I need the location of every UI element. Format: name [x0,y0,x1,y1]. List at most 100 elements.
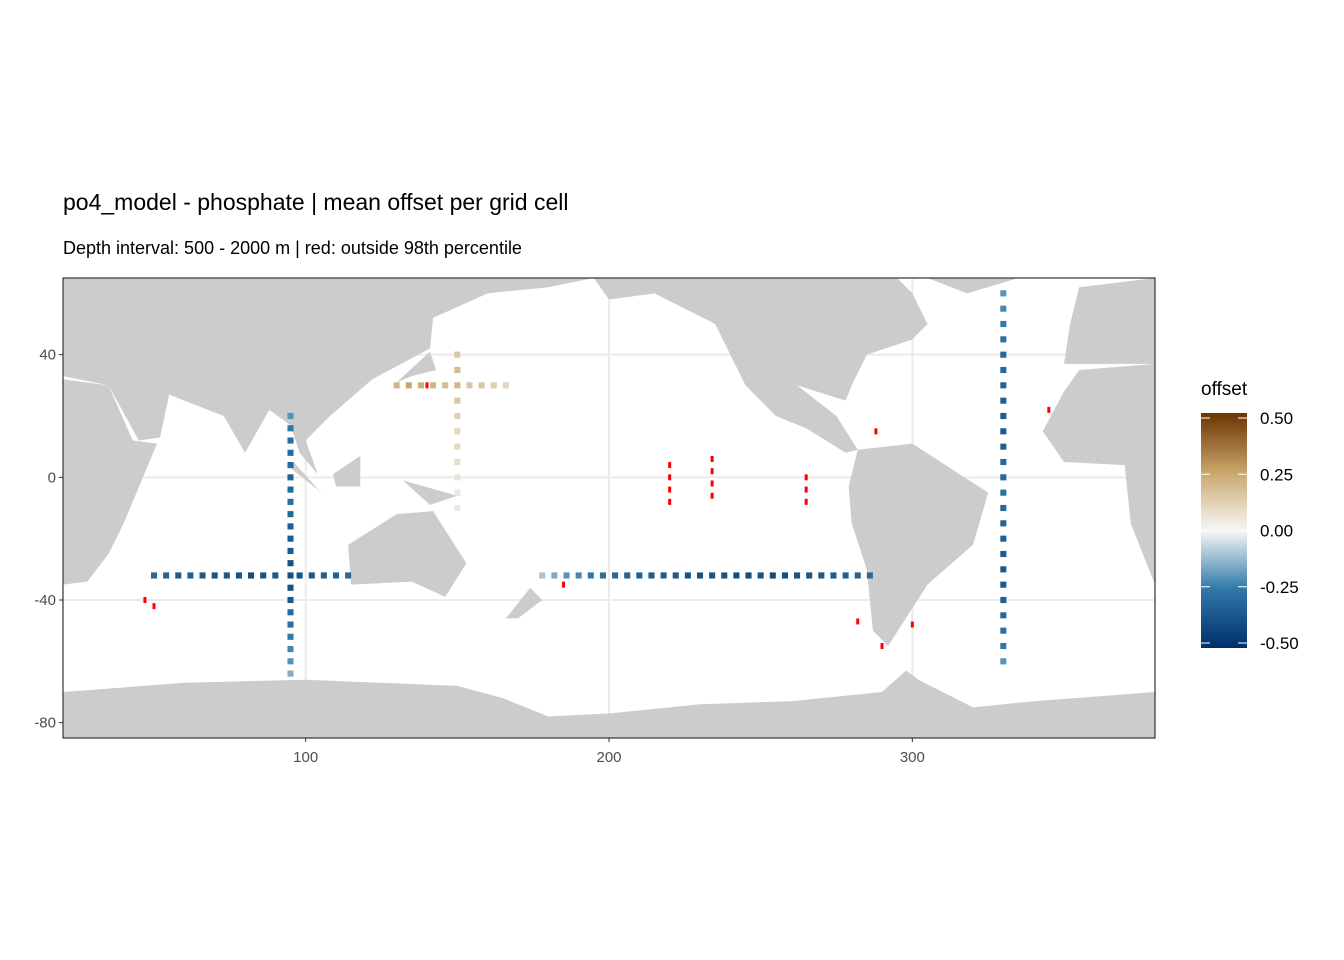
land [348,511,467,597]
grid-cell [818,572,825,579]
grid-cell [454,489,461,496]
outlier-cell [143,597,147,603]
grid-cell [612,572,619,579]
grid-cell [1000,489,1007,496]
outlier-cell [668,486,672,493]
grid-cell [287,658,294,665]
grid-cell [1000,658,1007,665]
grid-cell [287,498,294,505]
y-tick-label: 0 [48,469,56,486]
grid-cell [1000,412,1007,420]
grid-cell [696,572,704,579]
land [848,443,989,646]
grid-cell [287,474,294,481]
outlier-cell [710,480,714,487]
grid-cell [287,621,294,628]
grid-cell [672,572,679,579]
panel-layer [63,278,1155,738]
grid-cell [551,572,558,579]
grid-cell [287,425,294,432]
legend-label: 0.00 [1260,522,1293,541]
x-tick-label: 300 [900,749,925,766]
grid-cell [296,572,303,579]
x-tick-label: 200 [596,749,621,766]
land [402,480,458,505]
grid-cell [1000,458,1007,466]
grid-cell [308,572,315,579]
grid-cell [490,382,497,389]
grid-cell [163,572,170,579]
grid-cell [466,382,473,389]
grid-cell [454,366,461,374]
grid-cell [575,572,582,579]
grid-cell [223,572,230,579]
grid-cell [187,572,194,579]
grid-cell [1000,305,1007,312]
grid-cell [287,535,294,542]
legend-label: -0.25 [1260,578,1299,597]
outlier-cell [804,486,808,493]
grid-cell [745,572,752,579]
grid-cell [1000,366,1007,374]
outlier-cell [804,474,808,481]
grid-cell [1000,443,1007,450]
legend-title: offset [1201,379,1248,400]
grid-cell [287,437,294,444]
grid-cell [320,572,327,579]
grid-cell [287,462,294,469]
grid-cell [1000,550,1007,558]
land [927,278,1019,294]
grid-cell [454,443,461,450]
grid-cell [1000,535,1007,542]
grid-cell [1000,351,1007,358]
grid-cell [287,596,294,604]
grid-cell [624,572,631,579]
grid-cell [332,572,340,579]
grid-cell [1000,382,1007,389]
outlier-cell [668,498,672,505]
grid-cell [345,572,352,579]
grid-cell [287,584,294,591]
grid-cell [757,572,764,579]
grid-cell [1000,397,1007,404]
outlier-cell [668,462,672,469]
grid-cell [842,572,849,579]
land [1042,363,1155,585]
grid-cell [563,572,570,579]
grid-cell [454,458,461,466]
grid-cell [211,572,218,579]
grid-cell [287,547,294,554]
legend-label: 0.25 [1260,465,1293,484]
grid-cell [260,572,267,579]
grid-cell [781,572,788,579]
grid-cell [430,382,437,389]
land [396,351,437,383]
legend-label: -0.50 [1260,634,1299,653]
grid-cell [454,382,461,389]
grid-cell [454,412,461,420]
grid-cell [1000,428,1007,435]
grid-cell [287,449,294,456]
land [290,462,324,496]
grid-cell [287,609,294,616]
grid-cell [830,572,837,579]
grid-cell [454,504,461,512]
grid-cell [454,474,461,481]
legend-label: 0.50 [1260,409,1293,428]
land [593,278,928,453]
grid-cell [660,572,667,579]
land [332,455,361,487]
outlier-cell [874,428,878,435]
outlier-cell [856,618,860,625]
grid-cell [287,523,294,530]
grid-cell [287,572,294,579]
grid-cell [794,572,801,579]
grid-cell [1000,581,1007,588]
grid-cell [175,572,182,579]
land [505,587,543,619]
land [63,379,158,585]
grid-cell [1000,596,1007,604]
grid-cell [405,382,412,389]
outlier-cell [152,603,156,610]
